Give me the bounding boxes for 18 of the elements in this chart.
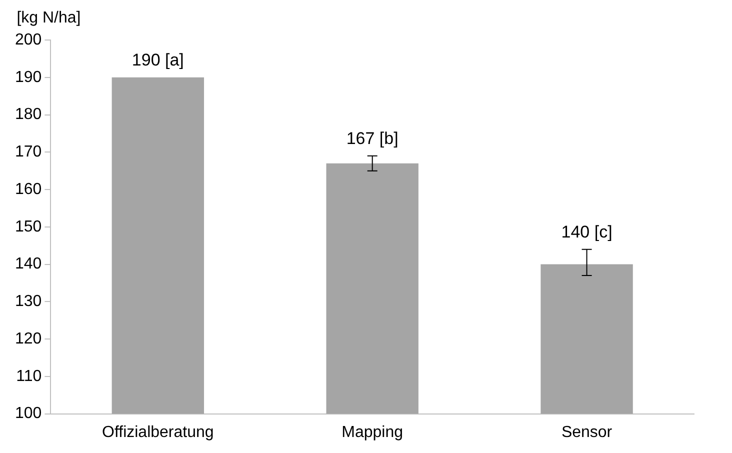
y-tick-label: 150: [14, 218, 42, 236]
x-tick-label: Mapping: [342, 424, 404, 441]
data-label: 140 [c]: [561, 222, 612, 242]
data-label: 167 [b]: [346, 129, 398, 148]
y-tick-label: 140: [14, 256, 42, 273]
y-axis-title: [kg N/ha]: [16, 9, 81, 26]
y-tick-label: 130: [14, 293, 42, 310]
x-tick-label: Offizialberatung: [102, 424, 214, 441]
y-tick-label: 110: [16, 368, 42, 385]
y-tick-label: 170: [14, 144, 42, 161]
y-tick-label: 180: [14, 106, 42, 124]
y-tick-label: 160: [14, 180, 42, 198]
x-tick-label: Sensor: [561, 424, 613, 441]
y-tick-label: 190: [14, 68, 42, 86]
data-label: 190 [a]: [132, 50, 184, 70]
y-tick-label: 100: [14, 405, 42, 422]
y-tick-label: 120: [14, 330, 42, 348]
y-tick-label: 200: [14, 31, 42, 48]
